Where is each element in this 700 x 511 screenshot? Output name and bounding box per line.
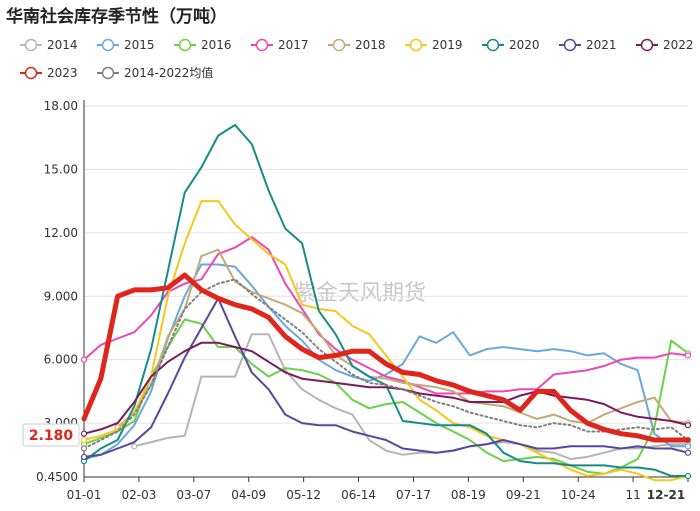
legend-swatch-marker bbox=[409, 38, 423, 52]
legend-item[interactable]: 2022 bbox=[636, 38, 694, 52]
legend-label: 2022 bbox=[663, 38, 694, 52]
last-value-box bbox=[22, 423, 80, 447]
legend-swatch-marker bbox=[255, 38, 269, 52]
series-endpoint bbox=[684, 422, 692, 429]
x-tick-label: 05-12 bbox=[286, 488, 321, 502]
legend-item[interactable]: 2016 bbox=[174, 38, 232, 52]
legend-label: 2016 bbox=[201, 38, 232, 52]
series-endpoint bbox=[80, 445, 88, 452]
legend-label: 2020 bbox=[509, 38, 540, 52]
legend-label: 2014 bbox=[47, 38, 78, 52]
legend-item[interactable]: 2015 bbox=[97, 38, 155, 52]
legend-label: 2017 bbox=[278, 38, 309, 52]
series-endpoint bbox=[80, 356, 88, 363]
series-endpoint bbox=[131, 443, 138, 450]
x-tick-label: 12-21 bbox=[647, 488, 685, 502]
series-line bbox=[83, 297, 689, 458]
legend-swatch-marker bbox=[563, 38, 577, 52]
y-tick-label: 0.4500 bbox=[36, 470, 78, 484]
legend-item[interactable]: 2020 bbox=[482, 38, 540, 52]
legend-item[interactable]: 2018 bbox=[328, 38, 386, 52]
legend-item[interactable]: 2023 bbox=[20, 66, 78, 80]
chart-title: 华南社会库存季节性（万吨） bbox=[6, 7, 227, 27]
legend-item[interactable]: 2019 bbox=[405, 38, 463, 52]
legend-swatch-marker bbox=[101, 66, 115, 80]
series-endpoint bbox=[684, 449, 692, 456]
last-value-label: 2.180 bbox=[22, 423, 80, 447]
y-tick-label: 15.00 bbox=[44, 162, 78, 176]
x-tick-label: 10-24 bbox=[561, 488, 596, 502]
x-tick-label: 06-14 bbox=[341, 488, 376, 502]
series-line bbox=[83, 263, 689, 460]
series-line bbox=[133, 333, 689, 460]
legend-swatch-marker bbox=[178, 38, 192, 52]
series-line bbox=[83, 236, 689, 395]
x-tick-label: 02-03 bbox=[121, 488, 156, 502]
series-endpoint bbox=[684, 443, 692, 450]
series-endpoint bbox=[684, 352, 692, 359]
legend-swatch-marker bbox=[486, 38, 500, 52]
series-endpoint bbox=[80, 436, 88, 444]
series-endpoint bbox=[80, 430, 88, 437]
legend-swatch-marker bbox=[101, 38, 115, 52]
x-tick-label: 11 bbox=[625, 488, 640, 502]
x-tick-label: 01-01 bbox=[67, 488, 102, 502]
legend-swatch-marker bbox=[640, 38, 654, 52]
legend-label: 2023 bbox=[47, 66, 78, 80]
legend-label: 2019 bbox=[432, 38, 463, 52]
x-tick-label: 09-21 bbox=[506, 488, 541, 502]
series-line bbox=[81, 272, 691, 443]
legend-label: 2018 bbox=[355, 38, 386, 52]
y-tick-label: 12.00 bbox=[44, 226, 78, 240]
series-line bbox=[83, 200, 689, 482]
x-tick-label: 03-07 bbox=[176, 488, 211, 502]
legend-swatch-marker bbox=[332, 38, 346, 52]
series-line bbox=[83, 318, 689, 475]
legend-label: 2014-2022均值 bbox=[124, 65, 213, 80]
legend-item[interactable]: 2021 bbox=[559, 38, 617, 52]
legend-swatch-marker bbox=[24, 66, 38, 80]
x-tick-label: 07-17 bbox=[396, 488, 431, 502]
series-line bbox=[116, 248, 689, 429]
legend-item[interactable]: 2014 bbox=[20, 38, 78, 52]
legend-label: 2021 bbox=[586, 38, 617, 52]
y-tick-label: 9.000 bbox=[44, 289, 78, 303]
y-tick-label: 18.00 bbox=[44, 99, 78, 113]
series-line bbox=[83, 341, 689, 435]
last-value-text: 2.180 bbox=[29, 428, 74, 444]
legend-label: 2015 bbox=[124, 38, 155, 52]
series-endpoint bbox=[80, 453, 88, 461]
legend-swatch-marker bbox=[24, 38, 38, 52]
x-tick-label: 08-19 bbox=[451, 488, 486, 502]
series-endpoint bbox=[684, 472, 692, 480]
y-tick-label: 6.000 bbox=[44, 353, 78, 367]
series-line bbox=[83, 278, 689, 450]
legend-item[interactable]: 2017 bbox=[251, 38, 309, 52]
x-tick-label: 04-09 bbox=[231, 488, 266, 502]
legend-item[interactable]: 2014-2022均值 bbox=[97, 65, 213, 80]
